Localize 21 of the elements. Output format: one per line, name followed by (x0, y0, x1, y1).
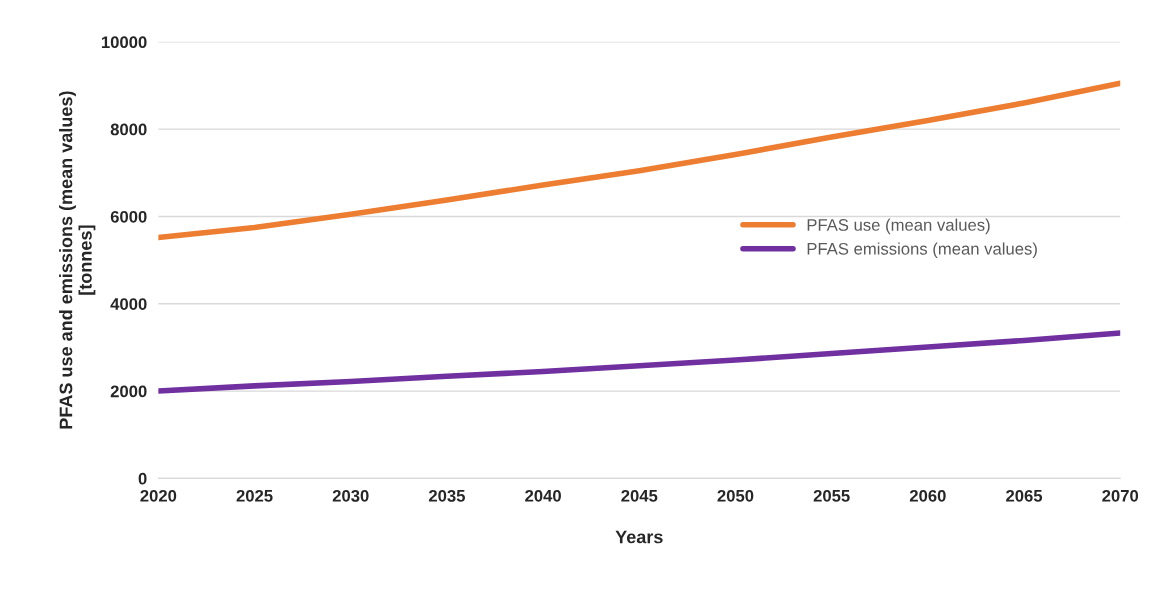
x-tick-label: 2065 (1006, 489, 1043, 502)
x-tick-label: 2045 (621, 489, 658, 502)
x-tick-label: 2040 (525, 489, 561, 502)
x-tick-label: 2060 (909, 489, 946, 502)
legend-label: PFAS use (mean values) (807, 218, 990, 235)
x-tick-label: 2035 (428, 489, 465, 502)
y-tick-label: 6000 (110, 210, 147, 223)
x-axis-title: Years (615, 530, 663, 544)
y-tick-label: 0 (138, 472, 147, 485)
x-tick-label: 2055 (813, 489, 850, 502)
y-tick-label: 8000 (110, 123, 147, 136)
x-tick-label: 2050 (717, 489, 754, 502)
y-tick-label: 2000 (110, 385, 147, 398)
x-tick-label: 2025 (236, 489, 273, 502)
y-tick-label: 10000 (101, 36, 147, 49)
legend-label: PFAS emissions (mean values) (807, 242, 1037, 258)
y-axis-title: PFAS use and emissions (mean values) [tonnes] (59, 91, 96, 429)
x-tick-label: 2070 (1102, 489, 1139, 502)
x-tick-label: 2020 (140, 489, 177, 502)
x-tick-label: 2030 (332, 489, 369, 502)
y-tick-label: 4000 (110, 298, 147, 310)
